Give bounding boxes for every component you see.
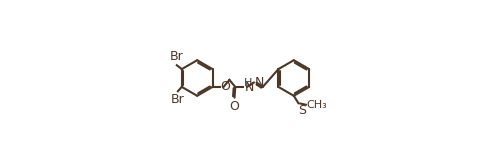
- Text: O: O: [220, 80, 229, 93]
- Text: O: O: [229, 100, 239, 113]
- Text: N: N: [244, 81, 254, 94]
- Text: CH₃: CH₃: [307, 100, 327, 110]
- Text: H: H: [244, 78, 253, 88]
- Text: N: N: [255, 76, 264, 89]
- Text: Br: Br: [169, 50, 183, 63]
- Text: Br: Br: [170, 93, 184, 106]
- Text: S: S: [299, 104, 307, 117]
